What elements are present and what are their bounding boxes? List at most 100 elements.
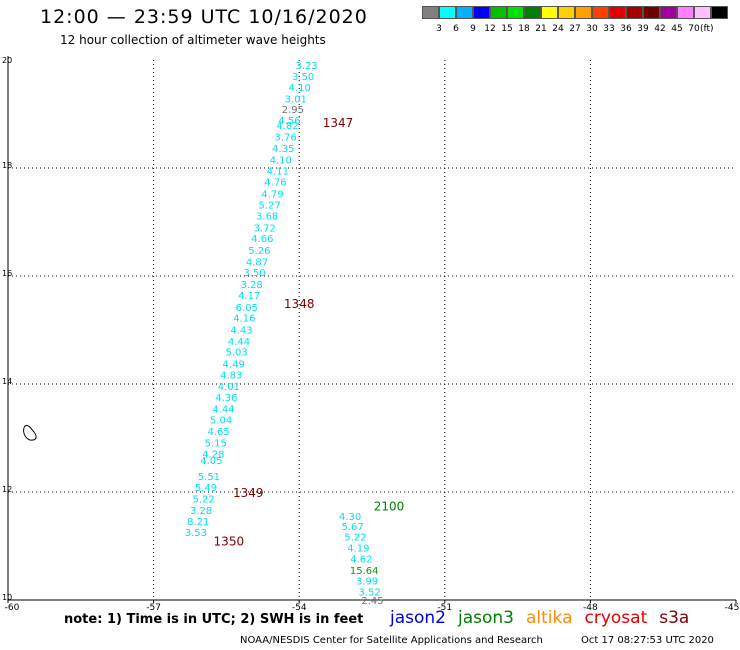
east-track-wave-height-label: 4.19: [347, 544, 369, 555]
west-track-wave-height-label: 5.04: [210, 416, 232, 427]
west-track-wave-height-label: 4.82: [276, 121, 298, 132]
color-scale-label: 36: [620, 24, 632, 34]
x-tick-label: -45: [725, 603, 740, 613]
x-tick-label: -54: [292, 603, 307, 613]
west-track-wave-height-label: 4.49: [223, 359, 245, 370]
color-swatch: [507, 6, 524, 19]
color-scale-label: 3: [436, 24, 442, 34]
color-scale-label: 42: [654, 24, 666, 34]
west-track-wave-height-label: 4.44: [228, 337, 250, 348]
satellite-name-cryosat: cryosat: [584, 608, 648, 628]
page-subtitle: 12 hour collection of altimeter wave hei…: [60, 33, 326, 47]
color-scale-label: 6: [453, 24, 459, 34]
color-scale-label: 24: [552, 24, 564, 34]
color-scale-label: 9: [470, 24, 476, 34]
west-track-wave-height-label: 4.11: [267, 167, 289, 178]
west-track-wave-height-label: 4.28: [202, 450, 224, 461]
east-track-wave-height-label: 3.99: [356, 577, 378, 588]
west-track-wave-height-label: 4.01: [218, 382, 240, 393]
pass-time-label: 1347: [323, 116, 354, 130]
y-tick-label: 16: [2, 269, 12, 278]
west-track-wave-height-label: 4.10: [270, 155, 292, 166]
credit-line: NOAA/NESDIS Center for Satellite Applica…: [240, 635, 543, 646]
y-tick-label: 14: [2, 377, 12, 386]
color-swatch: [439, 6, 456, 19]
pass-time-label: 1349: [233, 486, 264, 500]
satellite-name-s3a: s3a: [659, 608, 690, 628]
west-track-wave-height-label: 3.01: [285, 94, 307, 105]
west-track-wave-height-label: 2.95: [282, 105, 304, 116]
west-track-wave-height-label: 5.15: [205, 438, 227, 449]
west-track-wave-height-label: 4.66: [251, 234, 273, 245]
x-tick-label: -48: [583, 603, 598, 613]
west-track-wave-height-label: 6.05: [236, 303, 258, 314]
west-track-wave-height-label: 3.76: [274, 133, 296, 144]
west-track-wave-height-label: 3.72: [254, 223, 276, 234]
west-track-wave-height-label: 4.87: [246, 257, 268, 268]
y-tick-label: 18: [2, 161, 12, 170]
color-swatch: [490, 6, 507, 19]
color-scale-label: 45: [671, 24, 683, 34]
east-track-wave-height-label: 4.62: [350, 554, 372, 565]
color-swatch: [456, 6, 473, 19]
x-tick-label: -57: [146, 603, 161, 613]
color-swatch: [677, 6, 694, 19]
color-swatch: [422, 6, 439, 19]
west-track-wave-height-label: 5.26: [248, 246, 270, 257]
east-track-wave-height-label: 4.30: [339, 512, 361, 523]
page-title: 12:00 — 23:59 UTC 10/16/2020: [40, 6, 368, 28]
color-scale-label: 70: [688, 24, 700, 34]
west-track-wave-height-label: 4.05: [200, 456, 222, 467]
west-track-wave-height-label: 4.17: [238, 291, 260, 302]
color-scale-label: 15: [501, 24, 513, 34]
color-swatch: [694, 6, 711, 19]
color-scale-label: 18: [518, 24, 530, 34]
east-track-wave-height-label: 2.45: [361, 596, 383, 607]
pass-time-label: 1348: [284, 297, 315, 311]
west-track-wave-height-label: 4.44: [212, 404, 234, 415]
west-track-wave-height-label: 3.28: [190, 506, 212, 517]
color-swatch: [711, 6, 728, 19]
satellite-name-jason3: jason3: [458, 608, 514, 628]
east-track-wave-height-label: 5.67: [341, 522, 363, 533]
west-track-wave-height-label: 4.16: [233, 314, 255, 325]
y-tick-label: 20: [2, 56, 12, 65]
color-swatch: [541, 6, 558, 19]
color-swatch: [660, 6, 677, 19]
x-tick-label: -60: [5, 603, 20, 613]
color-swatch: [524, 6, 541, 19]
satellite-legend: jason2 jason3 altika cryosat s3a: [390, 608, 701, 628]
east-track-wave-height-label: 5.22: [344, 532, 366, 543]
color-swatch: [558, 6, 575, 19]
color-scale-label: 30: [586, 24, 598, 34]
west-track-wave-height-label: 4.10: [289, 83, 311, 94]
west-track-wave-height-label: 4.79: [261, 189, 283, 200]
east-track-wave-height-label: 3.52: [358, 587, 380, 598]
west-track-wave-height-label: 3.50: [292, 72, 314, 83]
east-track-wave-height-label: 15.64: [350, 566, 379, 577]
west-track-wave-height-label: 4.76: [264, 178, 286, 189]
generated-timestamp: Oct 17 08:27:53 UTC 2020: [581, 635, 714, 646]
west-track-wave-height-label: 3.50: [243, 268, 265, 279]
west-track-wave-height-label: 3.23: [295, 61, 317, 72]
west-track-wave-height-label: 4.36: [215, 393, 237, 404]
west-track-wave-height-label: 5.51: [198, 472, 220, 483]
y-tick-label: 12: [2, 485, 12, 494]
island-outline-icon: [23, 425, 37, 441]
color-swatch: [592, 6, 609, 19]
pass-time-label: 1350: [214, 535, 245, 549]
color-swatch: [643, 6, 660, 19]
west-track-wave-height-label: 4.56: [278, 116, 300, 127]
west-track-wave-height-label: 8.21: [187, 517, 209, 528]
color-swatch: [473, 6, 490, 19]
west-track-wave-height-label: 4.83: [220, 370, 242, 381]
west-track-wave-height-label: 4.43: [230, 325, 252, 336]
color-swatch: [575, 6, 592, 19]
x-tick-label: -51: [437, 603, 452, 613]
west-track-wave-height-label: 5.49: [195, 483, 217, 494]
color-scale-label: 21: [535, 24, 547, 34]
pass-time-label: 2100: [374, 500, 405, 514]
y-tick-label: 10: [2, 593, 12, 602]
